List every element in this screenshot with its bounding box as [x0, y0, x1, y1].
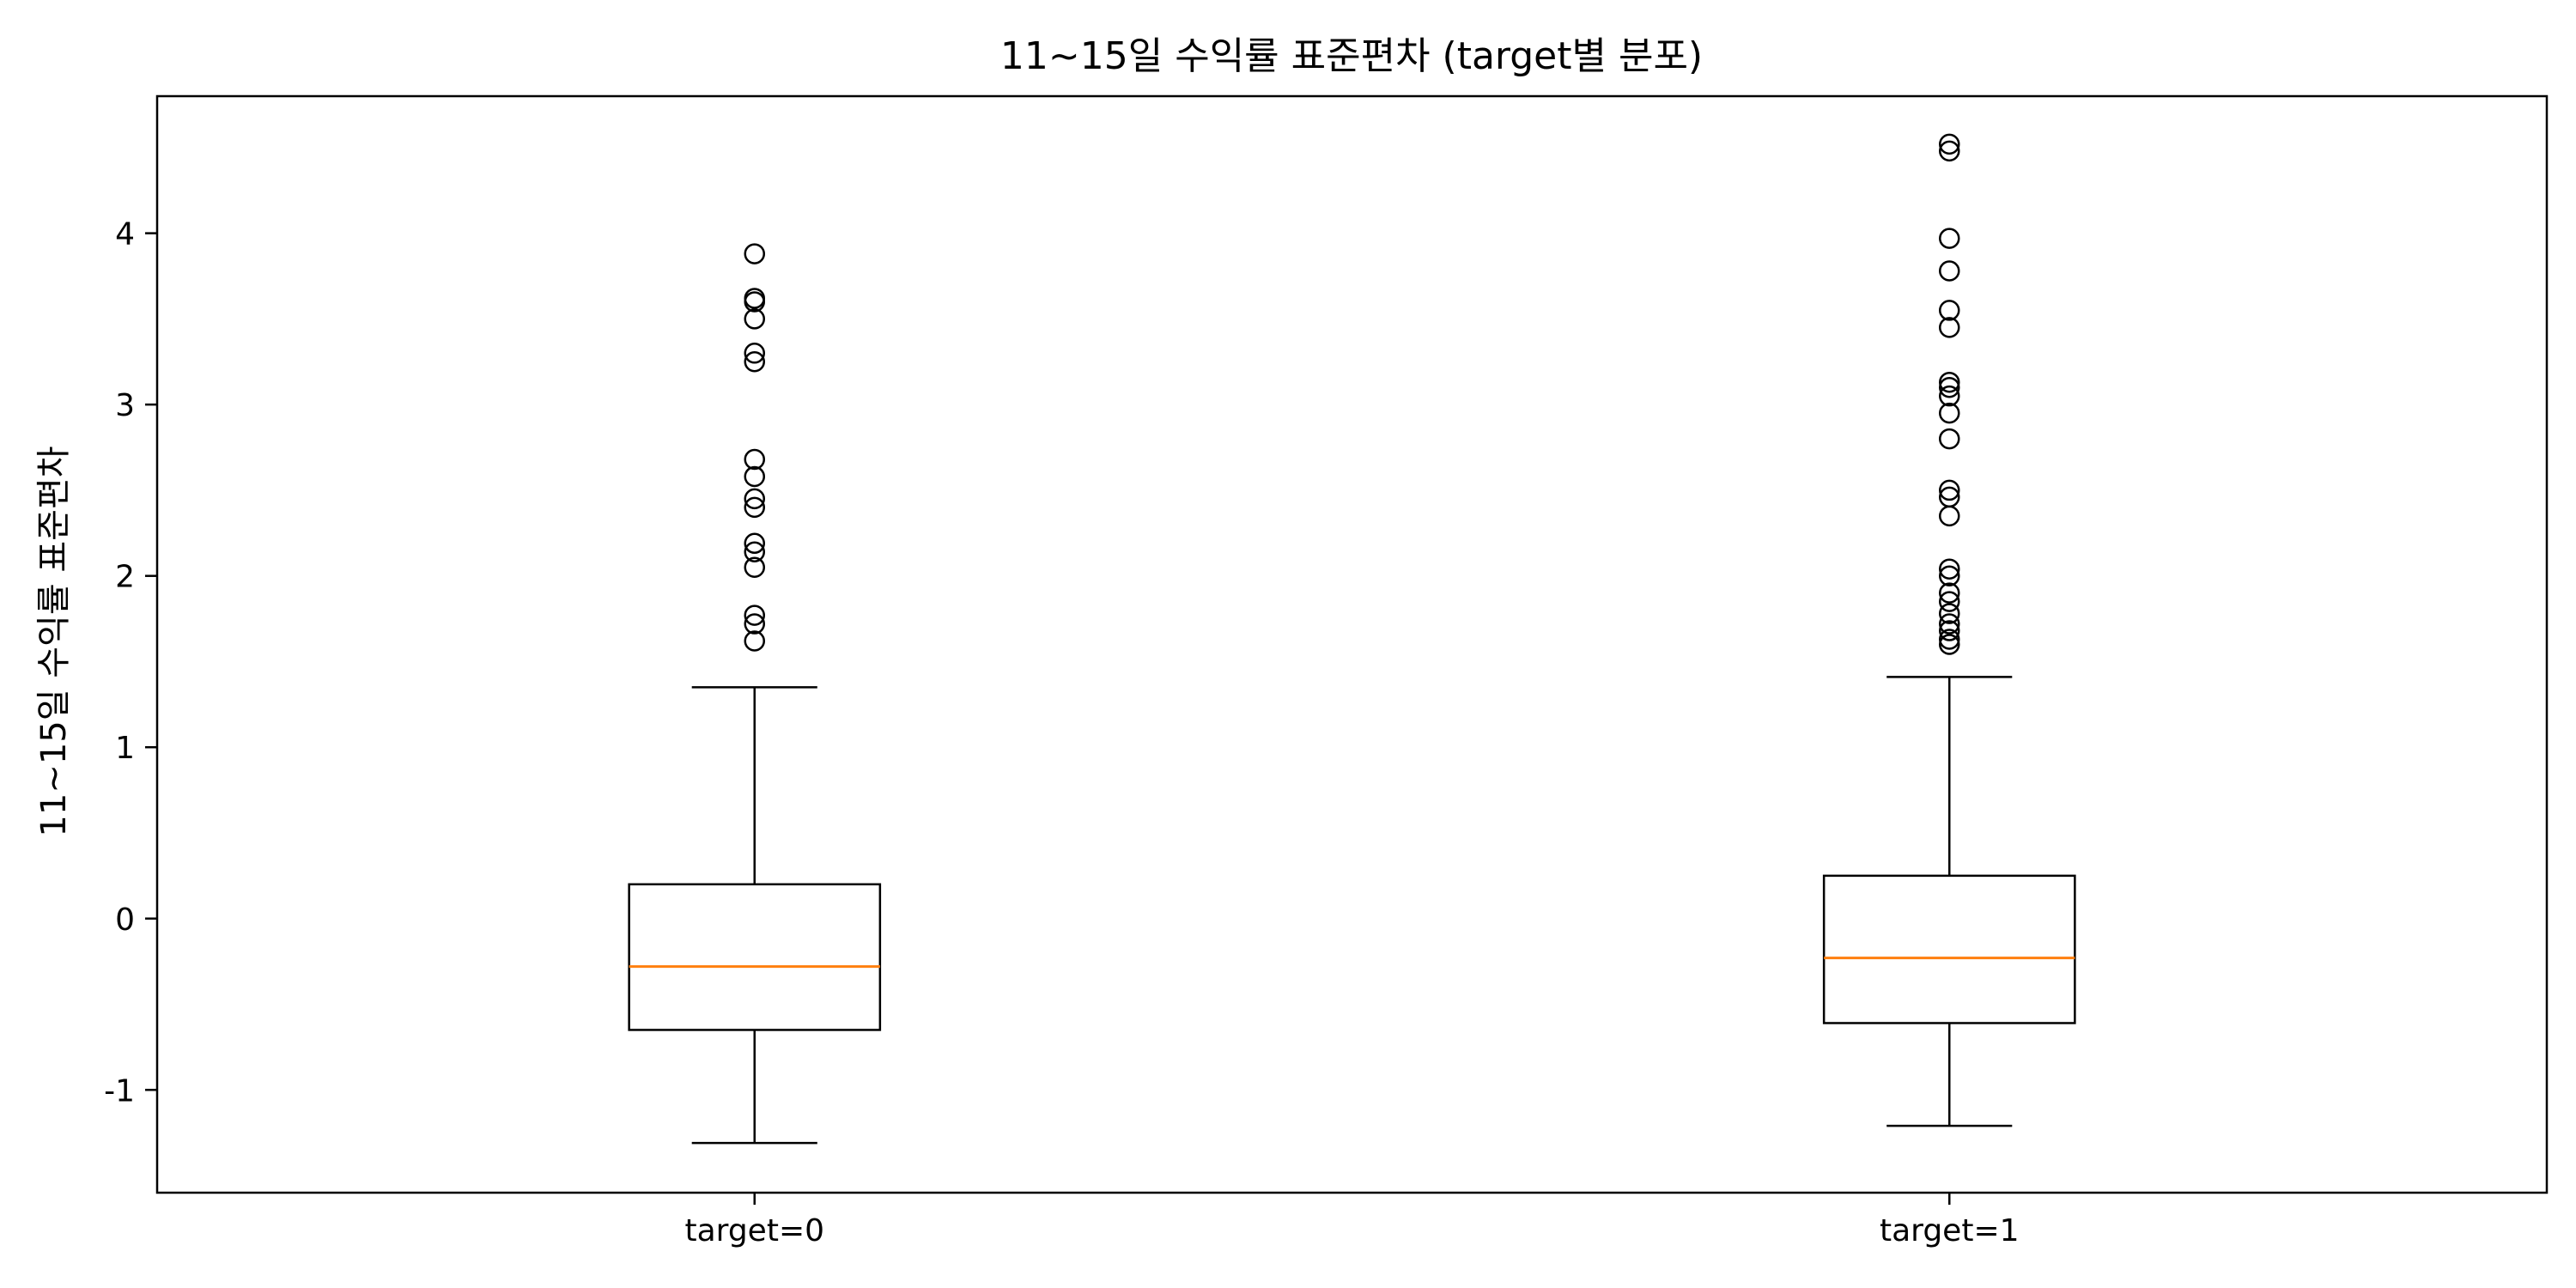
outlier-point [744, 605, 765, 626]
outlier-point [1939, 133, 1960, 155]
outlier-point [1939, 385, 1960, 407]
outlier-point [1939, 260, 1960, 282]
iqr-box [1822, 874, 2076, 1024]
x-tick-label: target=1 [1880, 1213, 2020, 1249]
outlier-point [1939, 371, 1960, 393]
outlier-point [1939, 479, 1960, 501]
outlier-point [1939, 317, 1960, 338]
outlier-point [744, 541, 765, 563]
plot-area: -1 0 1 2 3 4 target=0 target=1 [104, 133, 2076, 1249]
outlier-point [1939, 300, 1960, 321]
outlier-point [1939, 228, 1960, 249]
outlier-point [744, 496, 765, 519]
outlier-point [1939, 376, 1960, 398]
outlier-point [1939, 428, 1960, 450]
outlier-point [744, 351, 765, 373]
outlier-point [1939, 620, 1960, 641]
outlier-point [1939, 558, 1960, 580]
outlier-point [744, 343, 765, 364]
outlier-point [1939, 505, 1960, 527]
outlier-point [744, 532, 765, 555]
x-tick-label: target=0 [684, 1213, 824, 1249]
y-tick-label: 4 [115, 217, 135, 252]
y-tick-label: 1 [115, 731, 135, 766]
outlier-point [1939, 582, 1960, 604]
outlier-point [744, 243, 765, 264]
y-tick-label: 2 [115, 560, 135, 595]
outlier-point [744, 613, 765, 635]
outlier-point [744, 465, 765, 488]
outlier-point [744, 488, 765, 510]
outlier-point [744, 630, 765, 652]
y-tick-label: 0 [115, 902, 135, 938]
outlier-point [1939, 402, 1960, 424]
outlier-point [744, 308, 765, 330]
y-tick-label: -1 [104, 1073, 135, 1109]
iqr-box [628, 883, 882, 1031]
outlier-point [1939, 613, 1960, 635]
chart-title: 11~15일 수익률 표준편차 (target별 분포) [1000, 34, 1703, 78]
outlier-point [1939, 591, 1960, 612]
plot-frame [155, 94, 2549, 1194]
outlier-point [744, 448, 765, 471]
outlier-point [1939, 603, 1960, 624]
outlier-point [1939, 629, 1960, 650]
outlier-point [1939, 140, 1960, 162]
y-axis-label: 11~15일 수익률 표준편차 [34, 446, 74, 836]
outlier-point [744, 556, 765, 578]
y-tick-label: 3 [115, 388, 135, 423]
outlier-point [1939, 565, 1960, 586]
outlier-point [744, 291, 765, 313]
outlier-point [1939, 634, 1960, 655]
